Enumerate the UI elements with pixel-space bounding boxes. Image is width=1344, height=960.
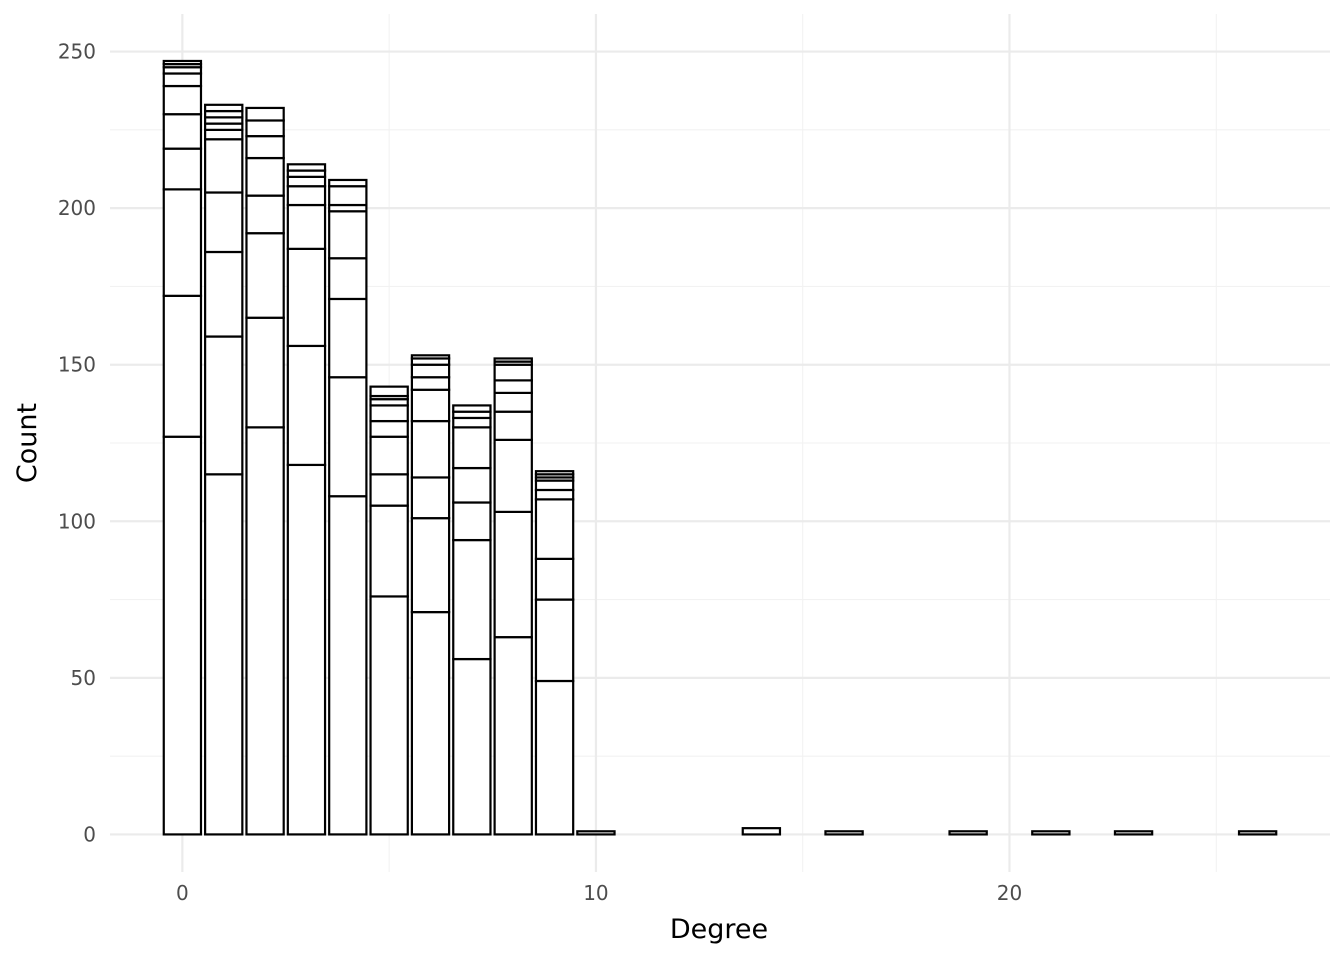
bar-segment xyxy=(369,385,409,398)
bars-layer xyxy=(162,59,1278,836)
bar-segment xyxy=(1237,830,1278,836)
bar-segment xyxy=(204,250,244,338)
bar-segment xyxy=(286,344,327,467)
bar-segment xyxy=(410,354,451,360)
y-tick-label: 0 xyxy=(83,822,96,846)
bar-segment xyxy=(493,438,533,513)
bar-segment xyxy=(452,416,492,429)
bar-segment xyxy=(328,210,368,260)
bar-segment xyxy=(286,175,327,188)
bar-segment xyxy=(369,473,409,507)
bar-segment xyxy=(286,203,327,250)
bar-segment xyxy=(204,128,244,141)
bar-segment xyxy=(534,470,575,476)
bar-segment xyxy=(245,426,285,836)
bar-segment xyxy=(534,498,575,560)
bar-segment xyxy=(369,404,409,423)
bar-segment xyxy=(369,595,409,836)
bar-segment xyxy=(1031,830,1071,836)
bar-segment xyxy=(245,194,285,235)
bar-segment xyxy=(534,598,575,683)
bar-segment xyxy=(162,294,203,438)
bar-segment xyxy=(162,113,203,150)
bar-segment xyxy=(493,510,533,639)
y-tick-label: 250 xyxy=(58,40,96,64)
bar-segment xyxy=(245,106,285,122)
x-tick-label: 20 xyxy=(997,881,1022,905)
bar-segment xyxy=(162,72,203,88)
bar-segment xyxy=(493,363,533,382)
y-axis-title: Count xyxy=(12,403,43,483)
x-tick-label: 0 xyxy=(176,881,189,905)
bar-segment xyxy=(245,135,285,160)
y-tick-label: 200 xyxy=(58,196,96,220)
bar-segment xyxy=(493,636,533,836)
bar-segment xyxy=(1113,830,1154,836)
bar-segment xyxy=(493,379,533,394)
bar-segment xyxy=(369,419,409,438)
y-tick-label: 150 xyxy=(58,353,96,377)
bar-segment xyxy=(452,538,492,661)
y-tick-label: 100 xyxy=(58,509,96,533)
bar-segment xyxy=(328,185,368,207)
bar-segment xyxy=(410,517,451,614)
bar-segment xyxy=(204,138,244,194)
bar-segment xyxy=(452,466,492,504)
bar-segment xyxy=(948,830,988,836)
bar-segment xyxy=(245,156,285,197)
bar-segment xyxy=(410,419,451,479)
bar-segment xyxy=(328,297,368,379)
bar-segment xyxy=(328,178,368,188)
bar-segment xyxy=(493,410,533,441)
bar-segment xyxy=(824,830,864,836)
y-tick-label: 50 xyxy=(71,666,96,690)
bar-segment xyxy=(328,257,368,301)
bar-segment xyxy=(162,435,203,836)
bar-segment xyxy=(493,391,533,413)
bar-segment xyxy=(162,59,203,66)
bar-segment xyxy=(410,376,451,391)
bar-segment xyxy=(286,463,327,836)
bar-segment xyxy=(741,827,782,836)
x-axis-title: Degree xyxy=(670,914,768,945)
bar-segment xyxy=(452,426,492,470)
bar-segment xyxy=(204,335,244,476)
bar-segment xyxy=(369,504,409,598)
bar-segment xyxy=(286,185,327,207)
bar-segment xyxy=(204,473,244,836)
bar-segment xyxy=(369,435,409,476)
x-tick-label: 10 xyxy=(583,881,608,905)
bar-segment xyxy=(493,357,533,363)
bar-segment xyxy=(245,316,285,429)
bar-segment xyxy=(534,488,575,501)
bar-segment xyxy=(204,191,244,254)
bar-segment xyxy=(162,188,203,297)
bar-segment xyxy=(245,232,285,319)
bar-segment xyxy=(286,247,327,348)
bar-segment xyxy=(534,557,575,601)
bar-segment xyxy=(204,103,244,113)
bar-segment xyxy=(328,495,368,836)
bar-segment xyxy=(162,84,203,116)
bar-segment xyxy=(452,657,492,836)
bar-segment xyxy=(410,363,451,379)
bar-segment xyxy=(245,119,285,138)
bar-segment xyxy=(328,376,368,498)
bar-segment xyxy=(452,501,492,542)
bar-segment xyxy=(452,404,492,413)
bar-segment xyxy=(534,679,575,836)
bar-segment xyxy=(410,388,451,423)
bar-segment xyxy=(410,476,451,520)
bar-segment xyxy=(576,830,616,836)
bar-segment xyxy=(534,479,575,492)
bar-segment xyxy=(286,163,327,172)
bar-segment xyxy=(162,147,203,191)
bar-segment xyxy=(410,610,451,836)
